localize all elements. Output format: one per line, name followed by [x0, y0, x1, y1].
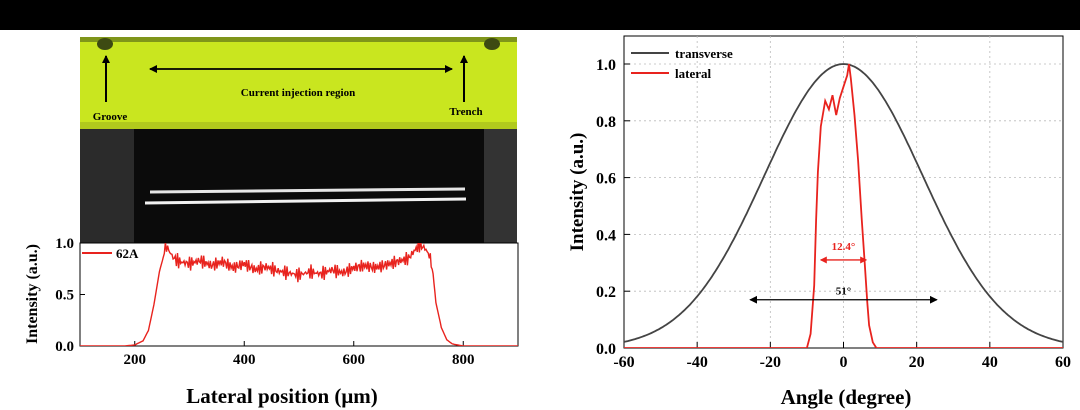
right-ytick-label: 0.8: [596, 114, 616, 131]
right-xtick-label: 0: [840, 354, 848, 371]
top-black-bar: [0, 0, 1080, 30]
left-ytick-label: 0.5: [55, 288, 74, 304]
legend-transverse-label: transverse: [675, 46, 733, 61]
width-annotations: 12.4° 51°: [749, 241, 938, 304]
right-ytick-label: 0.0: [596, 341, 616, 358]
legend-lateral-label: lateral: [675, 66, 711, 81]
left-xtick-label: 200: [124, 352, 147, 368]
right-ytick-label: 0.2: [596, 284, 616, 301]
nearfield-left-edge: [80, 129, 134, 243]
series-transverse-line: [624, 63, 1063, 343]
right-xtick-label: -40: [687, 354, 708, 371]
region-label: Current injection region: [241, 87, 355, 99]
left-xtick-label: 800: [452, 352, 475, 368]
device-photo-bg: [80, 37, 517, 129]
left-chart: 200 400 600 800 0.0 0.5 1.0 62A Lateral positi…: [24, 236, 519, 408]
left-yaxis-title: Intensity (a.u.): [24, 244, 41, 344]
nearfield-bg: [80, 129, 517, 243]
right-xtick-label: 40: [982, 354, 998, 371]
right-ytick-label: 0.6: [596, 171, 616, 188]
right-xtick-label: -60: [613, 354, 634, 371]
nearfield-right-edge: [484, 129, 517, 243]
left-xaxis-title: Lateral position (μm): [186, 384, 378, 408]
emission-stripe-top: [149, 187, 466, 194]
photo-top-shadow: [80, 37, 517, 42]
left-ytick-label: 0.0: [55, 339, 74, 355]
trench-label: Trench: [449, 106, 482, 118]
groove-mark: [97, 38, 113, 50]
right-xaxis-title: Angle (degree): [781, 385, 912, 409]
device-photo: Current injection region Groove Trench: [80, 37, 517, 129]
right-xtick-label: 20: [909, 354, 925, 371]
photo-bottom-shadow: [80, 122, 517, 129]
nearfield-image: [80, 129, 517, 243]
left-plot-area: [79, 242, 519, 347]
right-xtick-label: -20: [760, 354, 781, 371]
emission-stripe-bottom: [144, 197, 467, 205]
right-yaxis-title: Intensity (a.u.): [567, 133, 588, 252]
left-xtick-label: 400: [233, 352, 256, 368]
series-62a-line: [80, 243, 518, 346]
right-chart: -60 -40 -20 0 20 40 60 0.0 0.2 0.4 0.6 0.8 1.0 12.4°…: [567, 35, 1071, 409]
legend-62a-label: 62A: [116, 246, 139, 261]
trench-mark: [484, 38, 500, 50]
right-tick-group: -60 -40 -20 0 20 40 60 0.0 0.2 0.4 0.6 0.8 1.0: [596, 57, 1071, 371]
groove-label: Groove: [93, 111, 128, 123]
transverse-width-label: 51°: [836, 286, 851, 298]
left-tick-group: 200 400 600 800 0.0 0.5 1.0: [55, 236, 474, 368]
left-xtick-label: 600: [343, 352, 366, 368]
right-ytick-label: 0.4: [596, 227, 616, 244]
lateral-width-label: 12.4°: [832, 241, 856, 253]
left-ytick-label: 1.0: [55, 236, 74, 252]
right-ytick-label: 1.0: [596, 57, 616, 74]
right-xtick-label: 60: [1055, 354, 1071, 371]
